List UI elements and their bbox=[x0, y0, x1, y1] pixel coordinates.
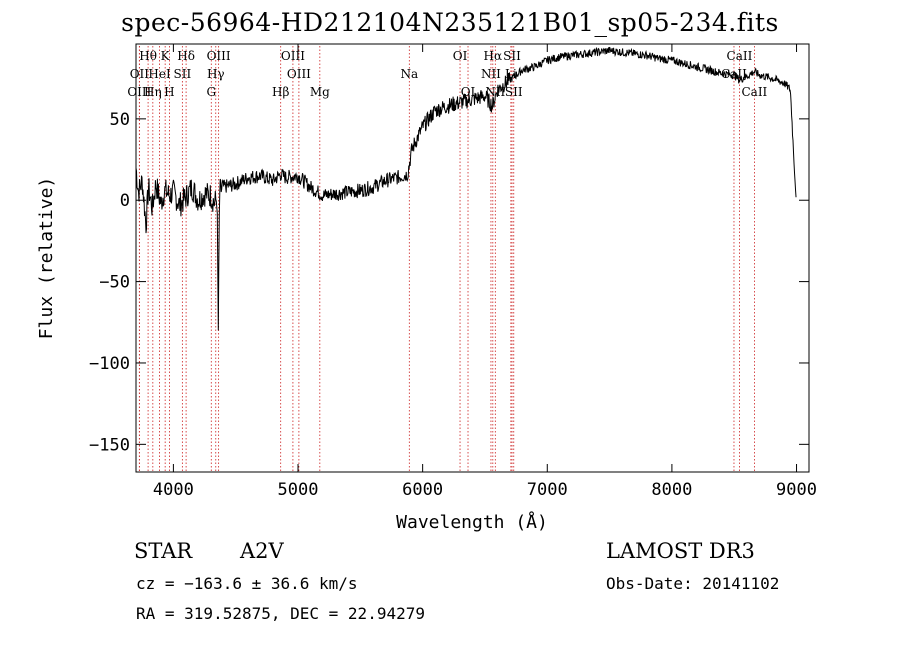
line-label-7: SII bbox=[503, 49, 521, 63]
line-label-26: SII bbox=[505, 85, 523, 99]
line-label-17: CaII bbox=[721, 67, 747, 81]
axes: 4000 5000 6000 7000 8000 9000 −150 −100 −50 0 50 bbox=[89, 44, 817, 500]
line-label-14: Na bbox=[400, 67, 418, 81]
x-tick-label-0: 4000 bbox=[153, 480, 194, 500]
flux-line bbox=[135, 46, 797, 331]
line-label-18: OIII bbox=[127, 85, 151, 99]
line-label-11: SII bbox=[174, 67, 192, 81]
line-label-8: CaII bbox=[727, 49, 753, 63]
line-label-25: NII bbox=[485, 85, 505, 99]
y-tick-label-4: 50 bbox=[110, 110, 130, 130]
x-tick-label-4: 8000 bbox=[651, 480, 692, 500]
spectral-line-markers bbox=[138, 46, 755, 472]
line-label-12: Hγ bbox=[207, 67, 225, 81]
line-label-5: OI bbox=[453, 49, 468, 63]
line-label-20: H bbox=[164, 85, 174, 99]
redshift-cz: cz = −163.6 ± 36.6 km/s bbox=[136, 574, 358, 593]
line-label-4: OIII bbox=[281, 49, 305, 63]
line-label-23: Mg bbox=[310, 85, 330, 99]
subclass: A2V bbox=[240, 539, 284, 563]
line-label-10: HeI bbox=[148, 67, 171, 81]
coordinates: RA = 319.52875, DEC = 22.94279 bbox=[136, 604, 425, 623]
line-label-0: Hθ bbox=[139, 49, 157, 63]
line-label-22: Hβ bbox=[272, 85, 289, 99]
line-label-27: CaII bbox=[741, 85, 767, 99]
obs-date: Obs-Date: 20141102 bbox=[606, 574, 780, 593]
chart-title: spec-56964-HD212104N235121B01_sp05-234.f… bbox=[121, 8, 779, 37]
line-label-24: OI bbox=[461, 85, 476, 99]
x-axis-label: Wavelength (Å) bbox=[396, 511, 548, 533]
line-label-3: OIII bbox=[207, 49, 231, 63]
line-label-16: Li bbox=[505, 67, 517, 81]
line-label-19: Hη bbox=[144, 85, 162, 99]
x-tick-label-5: 9000 bbox=[776, 480, 817, 500]
line-label-13: OIII bbox=[287, 67, 311, 81]
plot-frame bbox=[135, 43, 810, 473]
line-label-1: K bbox=[161, 49, 171, 63]
survey-name: LAMOST DR3 bbox=[606, 539, 755, 563]
y-tick-label-1: −100 bbox=[89, 354, 130, 374]
y-tick-label-3: 0 bbox=[120, 191, 130, 211]
x-tick-label-1: 5000 bbox=[278, 480, 319, 500]
y-tick-label-2: −50 bbox=[99, 273, 130, 293]
x-tick-label-2: 6000 bbox=[402, 480, 443, 500]
line-label-2: Hδ bbox=[177, 49, 195, 63]
line-label-9: OII bbox=[130, 67, 150, 81]
y-tick-label-0: −150 bbox=[89, 435, 130, 455]
y-axis-label: Flux (relative) bbox=[36, 177, 57, 340]
line-label-21: G bbox=[206, 85, 216, 99]
object-class: STAR bbox=[134, 539, 193, 563]
line-label-15: NII bbox=[481, 67, 501, 81]
flux-series bbox=[135, 46, 797, 331]
line-label-6: Hα bbox=[484, 49, 503, 63]
x-tick-label-3: 7000 bbox=[527, 480, 568, 500]
